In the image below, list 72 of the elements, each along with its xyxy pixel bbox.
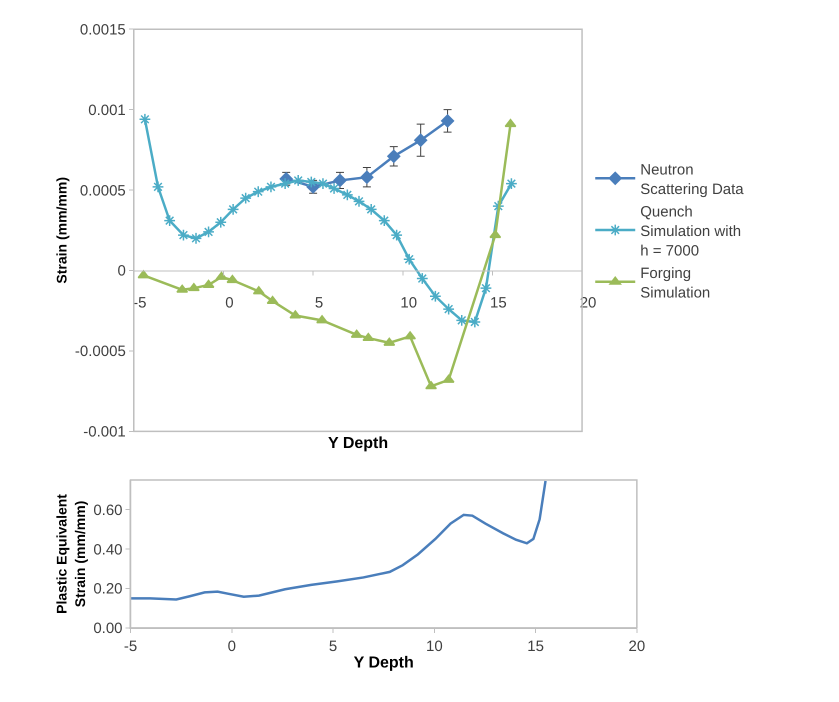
point <box>456 314 468 327</box>
x-axis-title: Y Depth <box>328 435 388 452</box>
point <box>362 332 374 342</box>
legend-label: Quench Simulation with h = 7000 <box>640 203 742 260</box>
point <box>188 282 200 292</box>
x-tick-label: -5 <box>133 294 146 312</box>
x-tick-label: 10 <box>400 294 418 312</box>
point <box>190 232 202 244</box>
point <box>489 230 502 238</box>
y-tick-label: -0.0005 <box>74 343 126 360</box>
point <box>429 290 442 302</box>
y-tick-label: 0.60 <box>93 502 123 519</box>
point <box>416 272 428 285</box>
point <box>202 226 215 238</box>
point <box>138 270 150 278</box>
x-axis-title: Y Depth <box>354 654 414 672</box>
x-tick-label: 0 <box>225 294 234 312</box>
point <box>216 272 228 280</box>
point <box>352 195 366 208</box>
point <box>403 253 416 266</box>
point <box>365 203 378 216</box>
x-tick-label: 15 <box>490 294 507 312</box>
point <box>414 134 428 147</box>
point <box>226 274 238 284</box>
point <box>387 150 400 163</box>
point <box>440 114 454 128</box>
point <box>390 228 403 242</box>
point <box>266 296 279 304</box>
x-tick-label: 15 <box>527 638 544 655</box>
y-tick-label: 0.0015 <box>80 21 126 38</box>
x-tick-label: 0 <box>228 638 236 655</box>
point <box>468 316 481 328</box>
point <box>264 180 278 194</box>
x-tick-label: 10 <box>426 638 443 655</box>
point <box>480 282 492 294</box>
y-axis-title: Plastic Equivalent Strain (mm/mm) <box>54 494 88 614</box>
legend-label: Neutron Scattering Data <box>640 161 744 198</box>
legend-label: Forging Simulation <box>640 264 710 302</box>
point <box>152 180 164 194</box>
point <box>138 113 152 126</box>
point <box>305 176 318 188</box>
point <box>252 186 264 198</box>
point <box>328 182 340 195</box>
point <box>333 174 347 188</box>
point <box>226 203 240 216</box>
y-tick-label: 0.40 <box>93 541 123 558</box>
y-tick-label: 0.20 <box>93 580 123 598</box>
point <box>341 188 354 202</box>
y-tick-label: 0.001 <box>88 102 126 119</box>
x-tick-label: 5 <box>328 638 338 655</box>
point <box>316 177 330 190</box>
x-tick-label: 20 <box>628 638 646 655</box>
y-axis-title: Strain (mm/mm) <box>54 176 70 284</box>
point <box>378 214 390 227</box>
point <box>442 302 455 316</box>
y-tick-label: 0 <box>117 262 126 280</box>
point <box>292 174 304 187</box>
line-series <box>130 480 547 601</box>
point <box>278 177 292 190</box>
point <box>360 170 374 184</box>
point <box>177 228 190 242</box>
point <box>164 214 176 227</box>
point <box>504 118 516 128</box>
y-tick-label: 0.00 <box>93 620 123 638</box>
x-tick-label: 5 <box>314 294 324 312</box>
x-tick-label: -5 <box>124 638 138 655</box>
point <box>240 192 252 204</box>
y-tick-label: 0.0005 <box>80 182 126 200</box>
y-tick-label: -0.001 <box>83 424 126 441</box>
point <box>289 310 302 319</box>
point <box>505 177 518 190</box>
point <box>214 216 227 228</box>
